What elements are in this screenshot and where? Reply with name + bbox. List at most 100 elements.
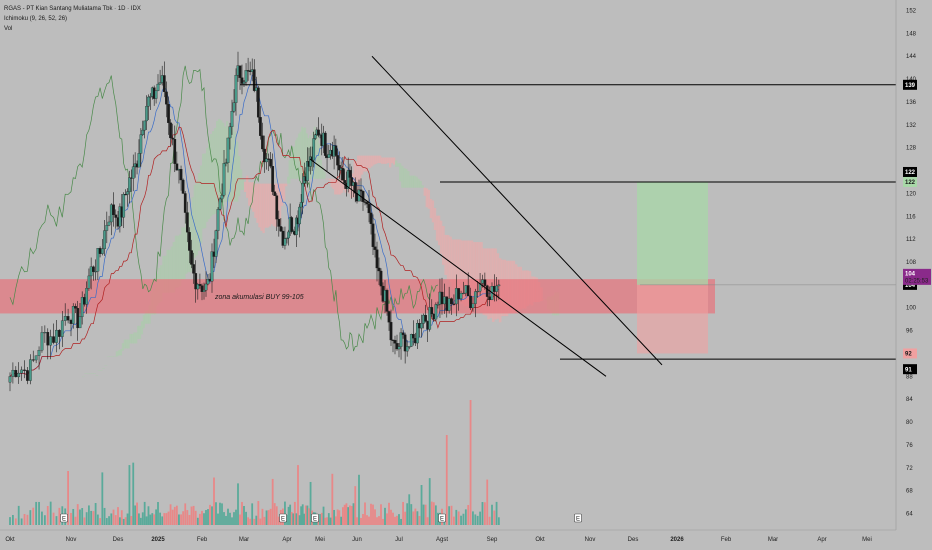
candle-body (379, 270, 383, 287)
cloud-segment (210, 134, 213, 217)
candle-body (226, 137, 230, 164)
volume-bar (175, 505, 178, 525)
volume-bar (32, 507, 35, 525)
volume-bar (488, 516, 491, 525)
volume-bar (420, 485, 423, 525)
volume-bar (188, 514, 191, 525)
candle-body (105, 225, 109, 231)
candle-body (143, 120, 147, 131)
volume-bar (324, 517, 327, 525)
candle-body (336, 155, 339, 166)
time-tick-label: Mar (768, 537, 778, 543)
cloud-segment (181, 227, 184, 280)
cloud-segment (256, 183, 259, 223)
time-tick-label: Jun (352, 537, 362, 543)
time-tick-label: Apr (282, 537, 291, 543)
volume-bar (108, 516, 110, 525)
cloud-segment (109, 356, 112, 357)
cloud-segment (260, 183, 263, 231)
earnings-marker-label: E (440, 517, 444, 523)
candle-body (447, 298, 451, 311)
cloud-segment (282, 183, 286, 201)
volume-bar (392, 512, 394, 525)
drawings[interactable] (240, 55, 896, 377)
time-tick-label: Mei (862, 537, 872, 543)
price-tick-label: 80 (906, 420, 913, 426)
cloud-segment (290, 154, 293, 179)
cloud-segment (220, 120, 223, 207)
candle-body (350, 177, 354, 186)
volume-bar (225, 515, 227, 525)
cloud-segment (296, 137, 299, 179)
volume-legend[interactable]: Vol (4, 26, 13, 32)
earnings-marker-label: E (62, 517, 66, 523)
volume-bar (356, 517, 358, 525)
candle-body (242, 81, 246, 84)
chart-title[interactable]: RGAS - PT Kian Santang Muliatama Tbk · 1… (4, 6, 141, 12)
channel-lower-line (309, 158, 607, 377)
price-tick-label: 136 (906, 100, 917, 106)
cloud-segment (93, 373, 96, 374)
volume-bar (410, 504, 413, 525)
indicator-legend[interactable]: Ichimoku (9, 26, 52, 26) (4, 16, 68, 22)
earnings-marker (311, 513, 319, 523)
volume-bar (362, 513, 364, 525)
volume-bar (479, 511, 481, 525)
candle-body (96, 248, 100, 272)
cloud-segment (288, 160, 291, 184)
time-tick-label: Nov (585, 537, 596, 543)
candle-body (128, 177, 131, 192)
cloud-segment (127, 339, 130, 349)
volume-bar (255, 515, 258, 525)
cloud-segment (193, 184, 197, 258)
volume-bar (493, 510, 496, 525)
candle-body (346, 170, 350, 189)
volume-bar (201, 510, 203, 525)
candle-body (445, 296, 449, 311)
volume-bar (347, 507, 350, 525)
volume-bar (29, 510, 32, 525)
volume-bar (376, 517, 378, 525)
candle-body (31, 359, 35, 361)
volume-bar (233, 512, 235, 525)
time-tick-label: Des (113, 537, 124, 543)
volume-bar (497, 517, 500, 525)
volume-bar (163, 513, 166, 525)
volume-bar (329, 517, 332, 525)
volume-bar (143, 501, 146, 525)
candle-body (265, 158, 268, 163)
cloud-segment (100, 370, 103, 371)
candle-body (162, 75, 166, 93)
cloud-segment (421, 185, 424, 188)
long-position-tool[interactable] (637, 181, 708, 354)
volume-bar (35, 501, 38, 525)
time-tick-label: Feb (197, 537, 208, 543)
candle-body (167, 104, 170, 123)
volume-bar (269, 508, 272, 525)
volume-bar (396, 515, 398, 525)
cloud-segment (419, 180, 422, 188)
volume-bar (476, 515, 479, 525)
candle-body (287, 231, 290, 239)
cloud-segment (425, 188, 428, 208)
volume-bar (469, 400, 472, 525)
price-axis[interactable]: 6468727680848892961001041081121161201241… (895, 0, 931, 530)
volume-bar (327, 513, 330, 525)
volume-bar (450, 505, 453, 525)
volume-bar (408, 494, 411, 525)
time-axis[interactable]: Okt Nov Des 2025 Feb Mar Apr Mei Jun Jul Agst Sep Ok… (0, 529, 896, 543)
cloud-segment (123, 339, 126, 349)
volume-bar (290, 512, 293, 525)
cloud-segment (91, 373, 94, 374)
cloud-segment (208, 139, 211, 219)
volume-bar (428, 478, 431, 525)
cloud-segment (477, 242, 481, 310)
price-tag-92: 92 (905, 352, 912, 358)
earnings-marker (279, 513, 287, 523)
volume-bar (320, 512, 323, 525)
volume-bar (265, 510, 268, 525)
volume-bar (117, 507, 119, 525)
candle-body (483, 279, 487, 286)
volume-bar (343, 504, 346, 525)
